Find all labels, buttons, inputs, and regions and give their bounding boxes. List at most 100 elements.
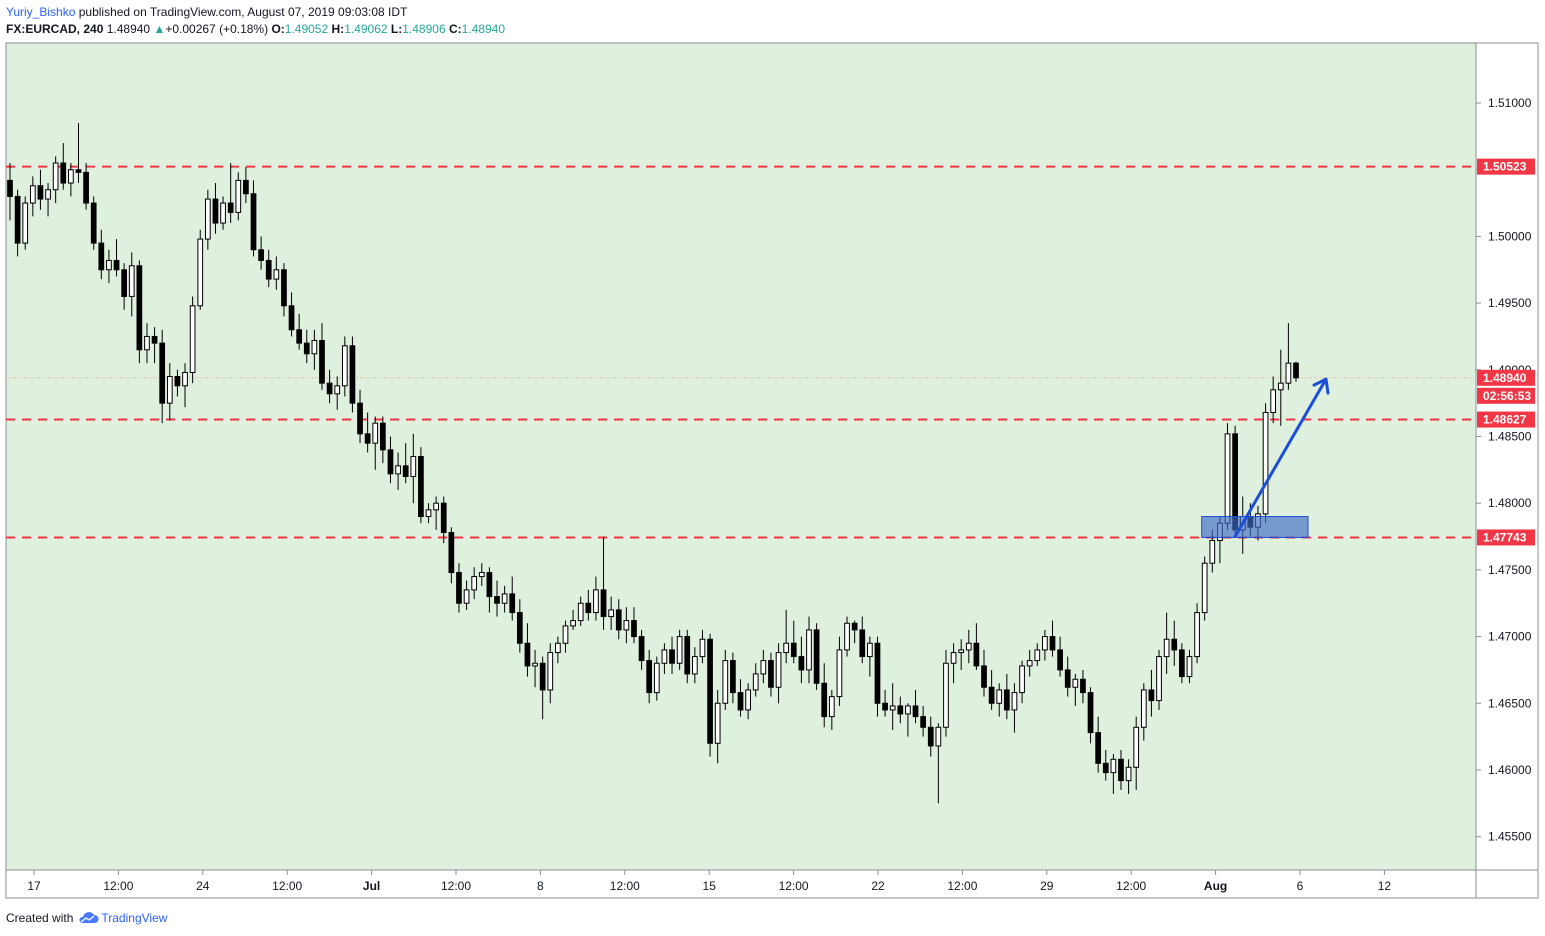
bull-candle <box>1285 362 1292 384</box>
bear-candle <box>448 532 455 574</box>
bear-candle <box>874 642 881 704</box>
symbol-label[interactable]: FX:EURCAD, <box>6 22 80 36</box>
bear-candle <box>859 629 866 658</box>
low-label: L: <box>390 22 403 36</box>
bear-candle <box>1293 362 1299 379</box>
bull-candle <box>1262 411 1269 515</box>
bear-candle <box>927 726 934 747</box>
x-tick-label: 22 <box>871 879 885 893</box>
bull-candle <box>889 705 896 711</box>
bull-candle <box>1270 389 1277 413</box>
bull-candle <box>1224 433 1231 524</box>
y-tick-label: 1.48000 <box>1488 496 1532 510</box>
bull-candle <box>1163 638 1170 658</box>
chart-frame <box>5 42 1539 899</box>
bull-candle <box>783 642 790 654</box>
bear-candle <box>227 202 234 213</box>
time-axis[interactable]: 17 12:00 24 12:00 Jul 12:00 8 12:00 15 12:00 22 12:… <box>27 870 1391 893</box>
bull-candle <box>1042 636 1048 651</box>
high-label: H: <box>331 22 345 36</box>
bear-candle <box>121 269 128 297</box>
bull-candle <box>691 656 698 675</box>
author-link[interactable]: Yuriy_Bishko <box>6 5 76 19</box>
current-price-tag: 1.48940 <box>1483 371 1527 385</box>
bear-candle <box>494 596 500 604</box>
y-tick-label: 1.48500 <box>1488 429 1532 443</box>
level-price-tag: 1.47743 <box>1483 530 1527 544</box>
bull-candle <box>775 652 782 688</box>
bear-candle <box>539 662 546 691</box>
bear-candle <box>730 660 736 694</box>
bear-candle <box>737 692 744 711</box>
price-axis[interactable]: 1.510001.500001.495001.490001.485001.480… <box>1476 96 1532 844</box>
bear-candle <box>174 375 181 387</box>
close-label: C: <box>448 22 462 36</box>
y-tick-label: 1.46500 <box>1488 696 1532 710</box>
bull-candle <box>273 269 280 280</box>
bull-candle <box>570 620 576 627</box>
x-tick-label: 12:00 <box>1116 879 1146 893</box>
bull-candle <box>235 179 242 213</box>
bull-candle <box>1133 726 1140 768</box>
bull-candle <box>1186 656 1193 678</box>
bull-candle <box>699 638 706 658</box>
bull-candle <box>166 375 173 404</box>
tradingview-logo[interactable]: TradingView <box>77 911 167 925</box>
bear-candle <box>136 265 143 351</box>
bear-candle <box>707 638 713 744</box>
bear-candle <box>585 602 592 614</box>
bear-candle <box>456 572 462 604</box>
x-tick-label: 29 <box>1040 879 1054 893</box>
arrow-head-icon <box>1312 377 1330 395</box>
level-price-tag: 1.50523 <box>1483 160 1527 174</box>
bear-candle <box>1118 758 1124 782</box>
bull-candle <box>433 502 439 511</box>
bear-candle <box>402 465 409 478</box>
bear-candle <box>912 705 919 718</box>
bear-candle <box>524 642 531 667</box>
bear-candle <box>90 202 97 244</box>
bull-candle <box>828 696 835 718</box>
bull-candle <box>204 198 211 240</box>
bear-candle <box>790 642 797 658</box>
bull-candle <box>996 689 1003 704</box>
bull-candle <box>905 705 911 715</box>
bear-candle <box>669 649 675 664</box>
bull-candle <box>1110 758 1117 774</box>
bear-candle <box>83 171 89 204</box>
bear-candle <box>243 179 249 195</box>
bull-candle <box>1194 612 1200 658</box>
bear-candle <box>288 305 295 331</box>
bear-candle <box>151 335 158 344</box>
bull-candle <box>577 602 584 622</box>
bull-candle <box>410 456 417 478</box>
bull-candle <box>189 305 196 373</box>
x-tick-label: 17 <box>27 879 41 893</box>
bull-candle <box>463 589 470 604</box>
bull-candle <box>311 339 318 355</box>
x-tick-label: 12:00 <box>272 879 302 893</box>
bear-candle <box>1049 636 1056 651</box>
chart-background <box>6 43 1476 870</box>
bear-candle <box>14 195 21 244</box>
bear-candle <box>851 622 858 631</box>
bull-candle <box>752 673 759 691</box>
bull-candle <box>958 649 965 654</box>
y-tick-label: 1.46000 <box>1488 763 1532 777</box>
x-tick-label: 12:00 <box>103 879 133 893</box>
bull-candle <box>935 726 942 747</box>
footer: Created with TradingView <box>6 911 167 925</box>
y-tick-label: 1.50000 <box>1488 229 1532 243</box>
bull-candle <box>547 652 554 691</box>
bull-candle <box>501 593 508 604</box>
x-tick-label: 12 <box>1378 879 1392 893</box>
bear-candle <box>1178 649 1185 678</box>
bear-candle <box>509 593 516 614</box>
bull-candle <box>836 649 843 698</box>
bull-candle <box>760 660 767 675</box>
y-tick-label: 1.45500 <box>1488 830 1532 844</box>
bull-candle <box>334 385 341 395</box>
bull-candle <box>1140 689 1147 728</box>
bull-candle <box>197 238 204 307</box>
